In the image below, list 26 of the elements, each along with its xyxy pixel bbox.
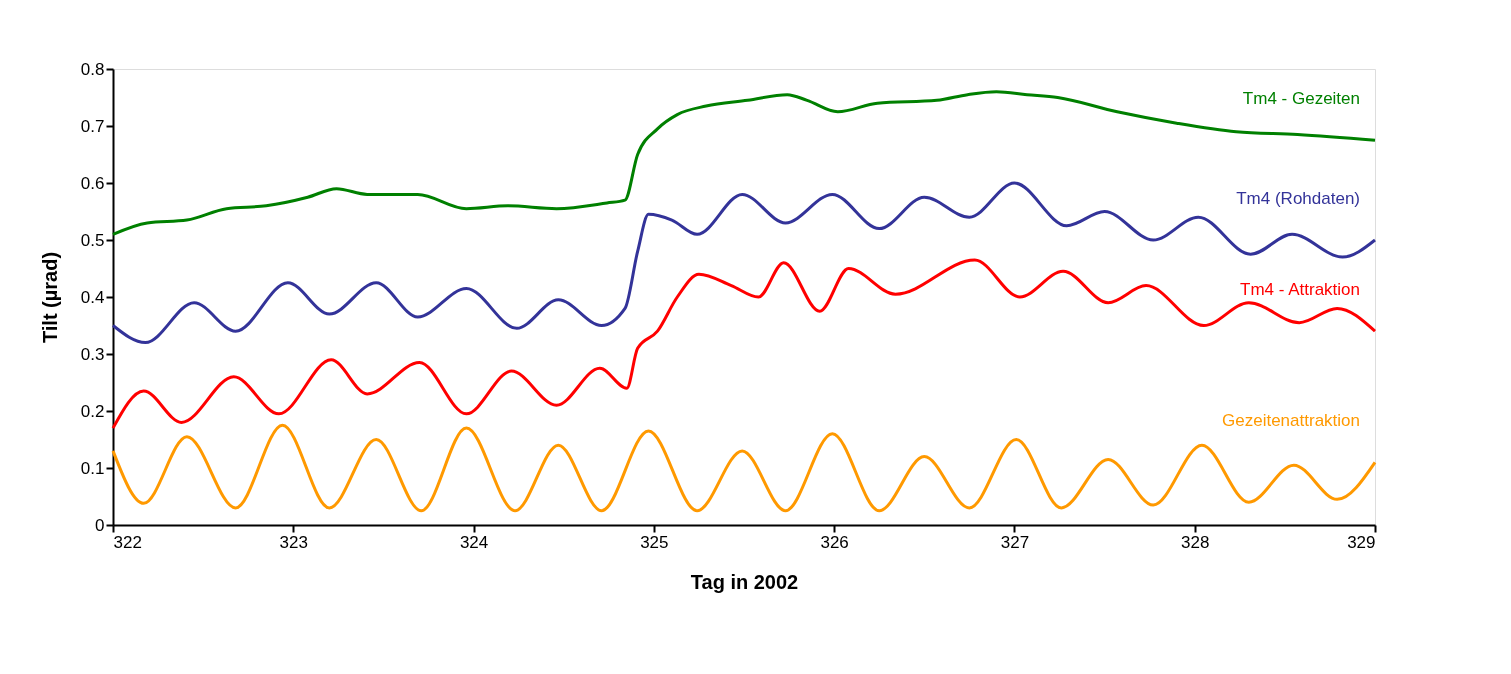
x-tick-label: 323 (279, 532, 308, 552)
series-label: Gezeitenattraktion (1222, 411, 1360, 431)
y-tick-label: 0.3 (80, 344, 105, 364)
y-tick-label: 0.8 (80, 59, 105, 79)
x-tick-label: 322 (113, 532, 142, 552)
y-tick-label: 0.7 (80, 116, 105, 136)
series-label: Tm4 - Gezeiten (1242, 89, 1360, 109)
series-label: Tm4 - Attraktion (1240, 280, 1360, 300)
y-tick-label: 0 (95, 515, 105, 535)
y-tick-label: 0.4 (80, 287, 105, 307)
y-tick-label: 0.6 (80, 173, 105, 193)
y-tick-label: 0.2 (80, 401, 105, 421)
x-axis-title: Tag in 2002 (690, 570, 799, 593)
x-tick-label: 327 (1000, 532, 1030, 552)
line-series (111, 90, 1377, 236)
x-tick-label: 328 (1181, 532, 1210, 552)
x-tick-label: 324 (459, 532, 489, 552)
line-series (111, 181, 1377, 345)
x-tick-label: 325 (640, 532, 669, 552)
y-tick-label: 0.1 (80, 458, 105, 478)
x-tick-label: 329 (1347, 532, 1376, 552)
y-axis-title: Tilt (µrad) (38, 251, 61, 344)
line-series (111, 258, 1377, 430)
y-tick-label: 0.5 (80, 230, 105, 250)
series-label: Tm4 (Rohdaten) (1236, 189, 1360, 208)
x-tick-label: 326 (820, 532, 849, 552)
